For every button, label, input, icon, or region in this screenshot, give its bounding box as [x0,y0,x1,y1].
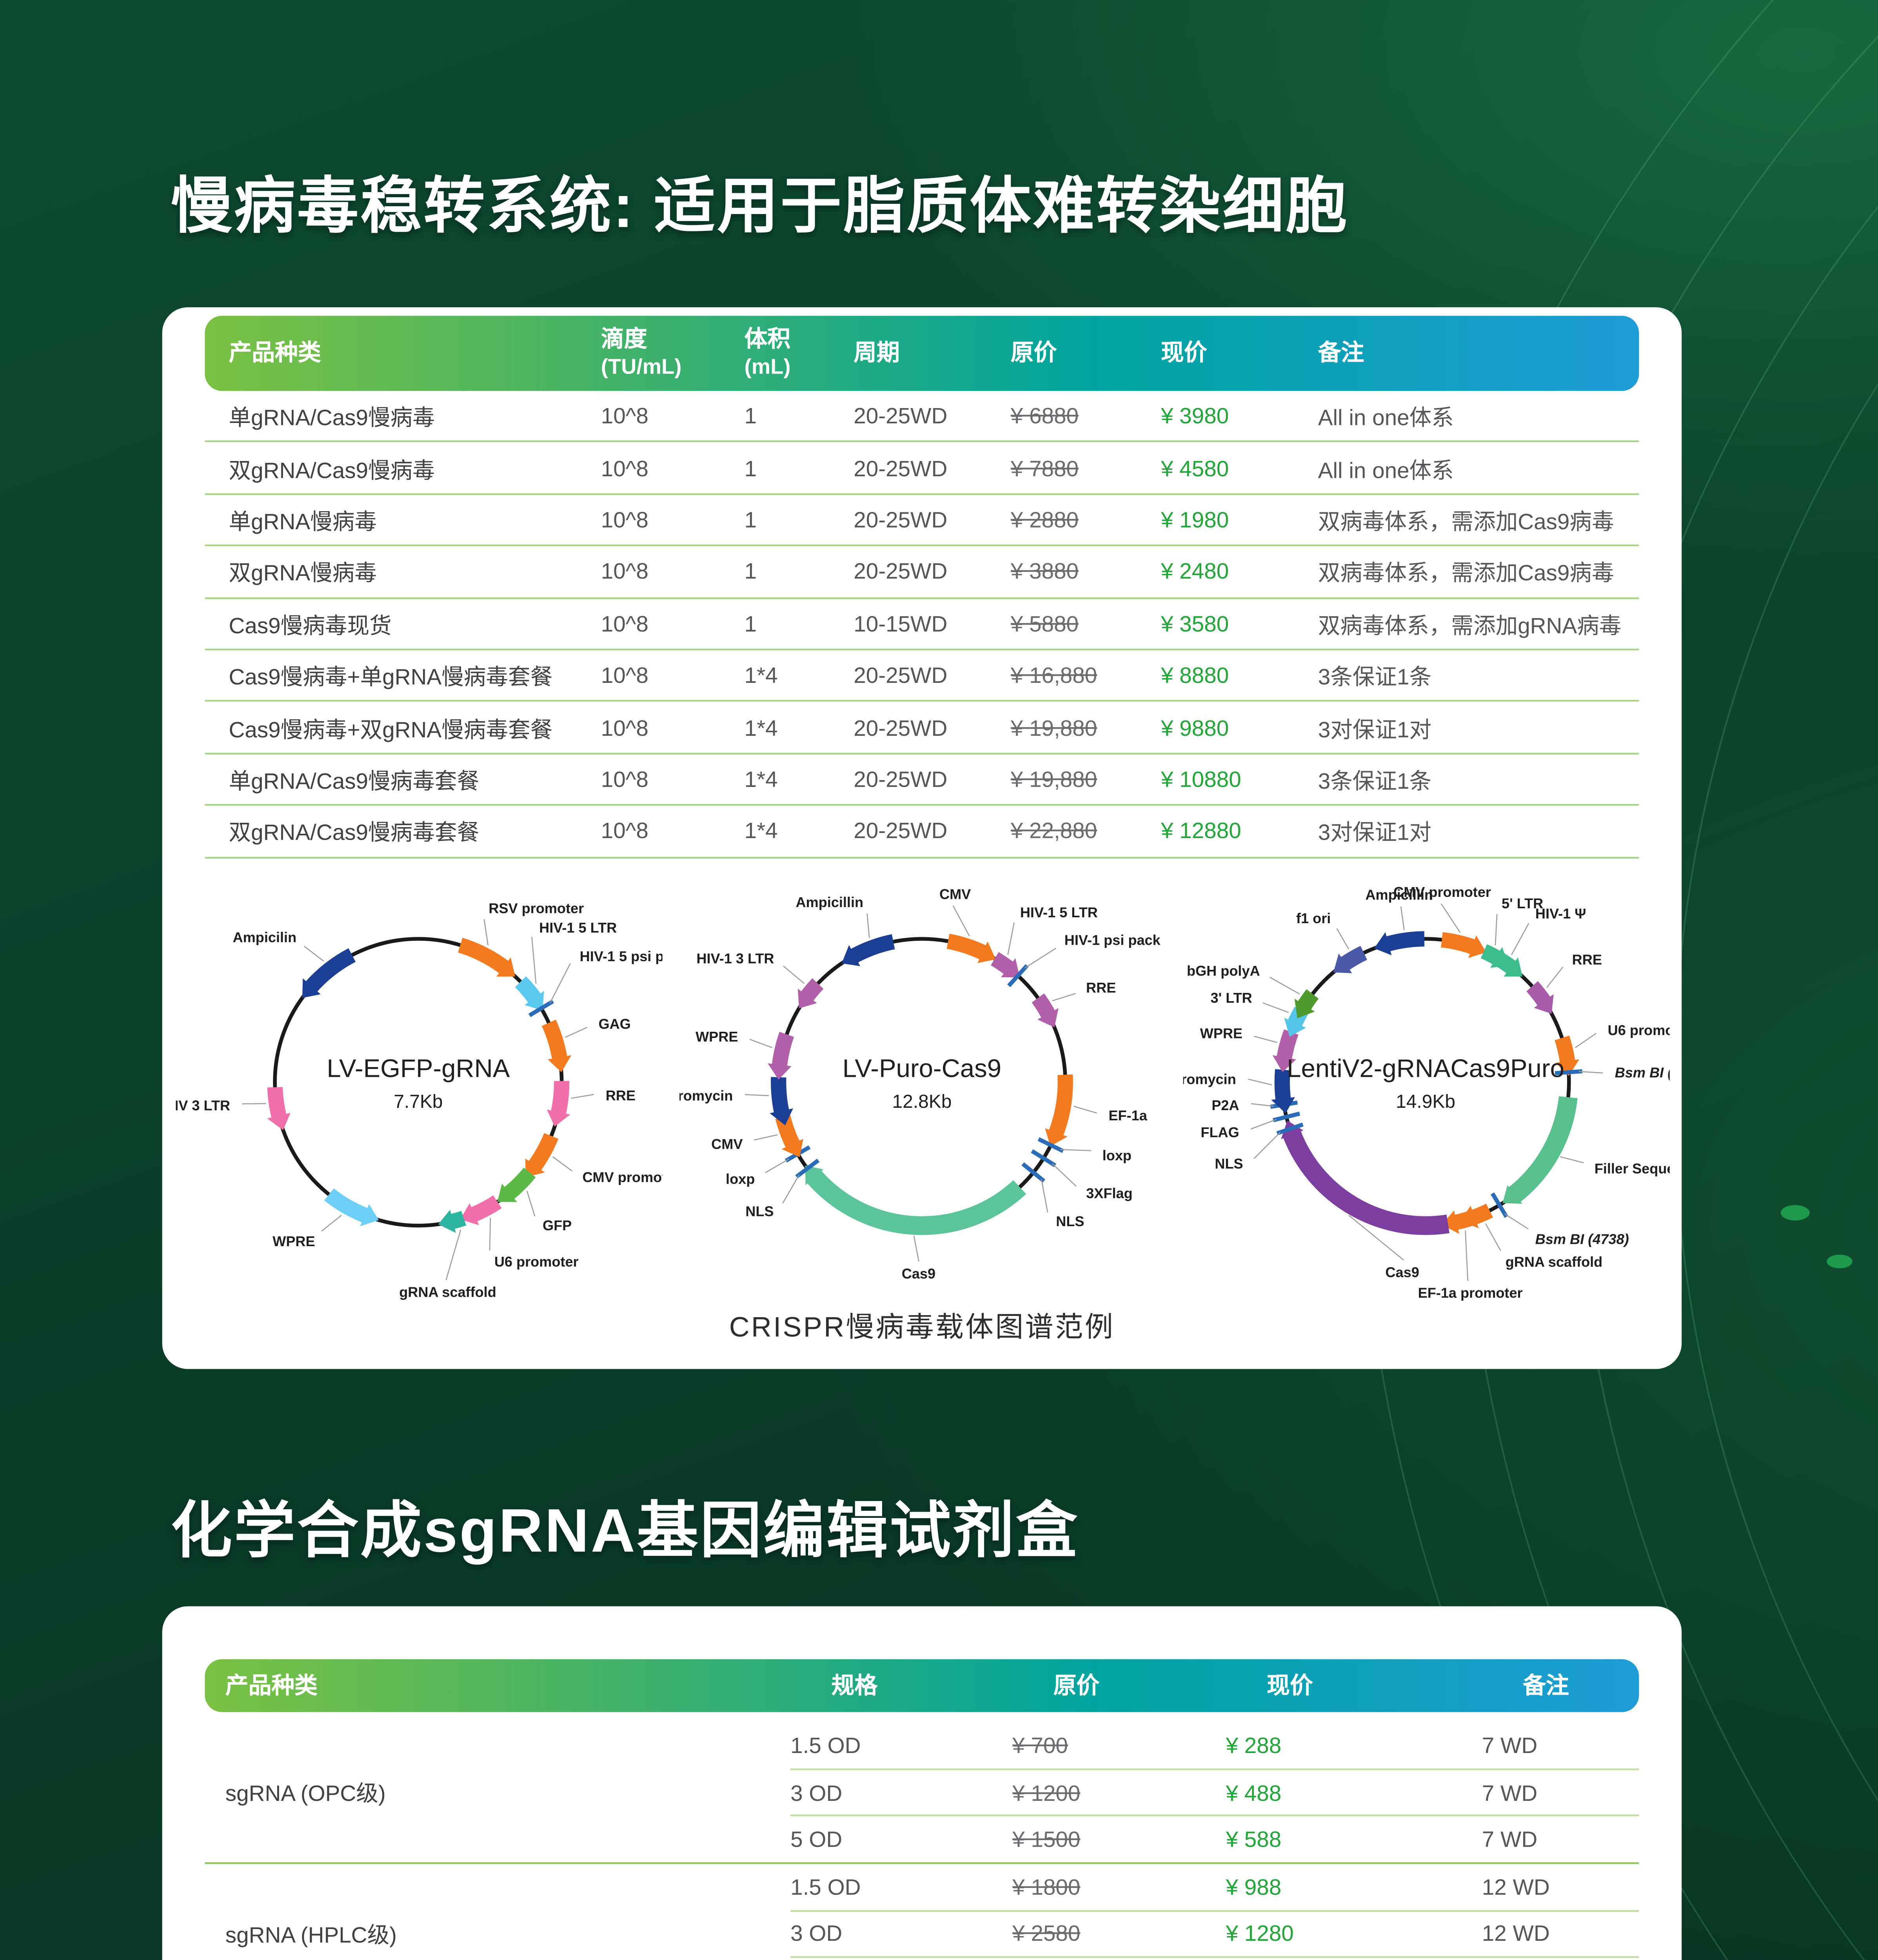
plasmid-caption: CRISPR慢病毒载体图谱范例 [729,1312,1115,1344]
svg-text:LentiV2-gRNACas9Puro: LentiV2-gRNACas9Puro [1287,1054,1564,1083]
col-note: 备注 [1318,340,1364,366]
svg-text:LV-Puro-Cas9: LV-Puro-Cas9 [843,1054,1001,1083]
table-group: sgRNA (OPC级) 1.5 OD ¥ 700 ¥ 288 7 WD 3 OD ¥ … [205,1722,1639,1862]
col-original: 原价 [1053,1672,1100,1698]
svg-text:EF-1a promoter: EF-1a promoter [1418,1285,1523,1301]
sgrna-kit-price-card: 产品种类 规格 原价 现价 备注 sgRNA (OPC级) 1.5 OD ¥ 70… [162,1606,1682,1960]
svg-text:CMV promoter: CMV promoter [582,1169,662,1185]
table1-header: 产品种类 滴度 (TU/mL) 体积 (mL) 周期 原价 现价 备注 [205,316,1639,391]
col-spec: 规格 [831,1672,878,1698]
svg-text:Bsm BI (2853): Bsm BI (2853) [1615,1065,1670,1081]
svg-text:Cas9: Cas9 [902,1265,935,1281]
svg-text:gRNA scaffold: gRNA scaffold [1506,1254,1603,1270]
col-product: 产品种类 [229,340,321,366]
table-row: 3 OD ¥ 1200 ¥ 488 7 WD [790,1769,1639,1815]
section2-title: 化学合成sgRNA基因编辑试剂盒 [171,1495,1079,1566]
table-row: Cas9慢病毒现货 10^8 1 10-15WD ¥ 5880 ¥ 3580 双病毒体系，需… [205,599,1639,650]
table-row: 5 OD ¥ 1500 ¥ 588 7 WD [790,1815,1639,1862]
svg-text:RRE: RRE [606,1087,636,1103]
plasmid-map-lv-egfp-grna: RSV promoter HIV-1 5 LTR HIV-1 5 psi pack G… [176,900,663,1300]
dot-decoration [1827,1254,1853,1269]
svg-text:WPRE: WPRE [696,1029,738,1045]
svg-text:HIV-1 5 LTR: HIV-1 5 LTR [539,920,617,936]
table2-body: sgRNA (OPC级) 1.5 OD ¥ 700 ¥ 288 7 WD 3 OD ¥ … [205,1722,1639,1960]
svg-text:HIV-1 3 LTR: HIV-1 3 LTR [696,951,774,967]
col-period: 周期 [854,340,900,366]
svg-text:Puromycin: Puromycin [679,1088,733,1104]
col-titer: 滴度 (TU/mL) [601,327,682,379]
col-note: 备注 [1523,1672,1569,1698]
svg-text:CMV: CMV [939,886,971,902]
svg-text:GAG: GAG [599,1016,631,1032]
table-row: 单gRNA慢病毒 10^8 1 20-25WD ¥ 2880 ¥ 1980 双病毒体系，需添… [205,495,1639,547]
plasmid-maps: RSV promoter HIV-1 5 LTR HIV-1 5 psi pack G… [162,871,1682,1308]
svg-text:7.7Kb: 7.7Kb [394,1091,443,1112]
table-row: 单gRNA/Cas9慢病毒套餐 10^8 1*4 20-25WD ¥ 19,880 ¥ 1… [205,754,1639,806]
svg-text:HIV-1 5 psi pack: HIV-1 5 psi pack [580,948,663,964]
svg-text:LV-EGFP-gRNA: LV-EGFP-gRNA [327,1054,510,1083]
col-volume: 体积 (mL) [744,327,791,379]
table-row: 1.5 OD ¥ 700 ¥ 288 7 WD [790,1733,1538,1759]
svg-text:U6 promoter: U6 promoter [1608,1022,1670,1038]
table-row: 双gRNA/Cas9慢病毒套餐 10^8 1*4 20-25WD ¥ 22,880 ¥ 1… [205,806,1639,858]
table2-header: 产品种类 规格 原价 现价 备注 [205,1659,1639,1712]
col-original: 原价 [1010,340,1057,366]
svg-text:Ampicillin: Ampicillin [1365,887,1433,903]
svg-text:GFP: GFP [543,1218,572,1234]
svg-text:HIV-1 5 LTR: HIV-1 5 LTR [1020,904,1098,920]
table-group: sgRNA (HPLC级) 1.5 OD ¥ 1800 ¥ 988 12 WD 3 O… [205,1861,1639,1960]
svg-text:NLS: NLS [1215,1156,1243,1172]
svg-text:EF-1a: EF-1a [1108,1107,1147,1123]
svg-text:14.9Kb: 14.9Kb [1396,1091,1455,1112]
svg-text:HIV-1 Ψ: HIV-1 Ψ [1535,906,1586,922]
svg-text:P2A: P2A [1211,1097,1239,1113]
table1-body: 单gRNA/Cas9慢病毒 10^8 1 20-25WD ¥ 6880 ¥ 3980 All… [205,391,1639,858]
svg-text:gRNA scaffold: gRNA scaffold [399,1284,496,1300]
svg-text:RSV promoter: RSV promoter [489,900,584,916]
table-row: Cas9慢病毒+双gRNA慢病毒套餐 10^8 1*4 20-25WD ¥ 19,880… [205,702,1639,754]
svg-text:CMV: CMV [711,1136,743,1152]
svg-text:Puromycin: Puromycin [1183,1071,1236,1087]
svg-text:Cas9: Cas9 [1385,1264,1419,1280]
table-row: 单gRNA/Cas9慢病毒 10^8 1 20-25WD ¥ 6880 ¥ 3980 All… [205,391,1639,443]
svg-text:NLS: NLS [1056,1213,1084,1229]
svg-text:Ampicillin: Ampicillin [796,894,863,910]
table-row: Cas9慢病毒+单gRNA慢病毒套餐 10^8 1*4 20-25WD ¥ 16,880… [205,650,1639,702]
svg-text:WPRE: WPRE [1200,1025,1242,1042]
svg-text:HIV-1 psi pack: HIV-1 psi pack [1064,932,1161,948]
col-current: 现价 [1267,1672,1313,1698]
table-row: 5 OD¥ 2280¥ 158012 WD [790,1956,1639,1960]
lentivirus-price-card: 产品种类 滴度 (TU/mL) 体积 (mL) 周期 原价 现价 备注 单gRNA/… [162,307,1682,1369]
table-row: 3 OD ¥ 2580 ¥ 1280 12 WD [790,1909,1639,1956]
table-row: 双gRNA/Cas9慢病毒 10^8 1 20-25WD ¥ 7880 ¥ 4580 All… [205,443,1639,495]
svg-text:Filler Sequence: Filler Sequence [1595,1160,1670,1176]
svg-text:loxp: loxp [1102,1147,1132,1163]
svg-text:U6 promoter: U6 promoter [494,1254,579,1270]
svg-text:Ampicilin: Ampicilin [233,929,297,946]
section1-title: 慢病毒稳转系统: 适用于脂质体难转染细胞 [171,171,1349,241]
svg-text:Bsm BI (4738): Bsm BI (4738) [1535,1231,1629,1247]
svg-text:WPRE: WPRE [272,1233,315,1249]
svg-text:3' LTR: 3' LTR [1211,990,1252,1006]
svg-text:CMV promoter: CMV promoter [1393,884,1491,900]
col-current: 现价 [1161,340,1207,366]
svg-text:RRE: RRE [1086,980,1116,996]
plasmid-map-lv-puro-cas9: CMV HIV-1 5 LTR HIV-1 psi pack RRE EF-1a loxp… [679,886,1161,1282]
table-row: 双gRNA慢病毒 10^8 1 20-25WD ¥ 3880 ¥ 2480 双病毒体系，需添… [205,546,1639,599]
svg-text:RRE: RRE [1572,951,1602,967]
svg-text:HIV 3 LTR: HIV 3 LTR [176,1098,231,1114]
col-product: 产品种类 [225,1672,318,1698]
svg-text:f1 ori: f1 ori [1296,910,1331,926]
svg-text:FLAG: FLAG [1201,1124,1239,1140]
svg-text:3XFlag: 3XFlag [1086,1185,1132,1201]
table-row: 1.5 OD ¥ 1800 ¥ 988 12 WD [790,1873,1550,1900]
svg-text:bGH polyA: bGH polyA [1187,963,1260,979]
dot-decoration [1780,1205,1810,1221]
svg-text:NLS: NLS [745,1203,774,1219]
svg-text:loxp: loxp [726,1171,755,1187]
svg-text:5' LTR: 5' LTR [1502,895,1543,911]
svg-text:12.8Kb: 12.8Kb [892,1091,952,1112]
